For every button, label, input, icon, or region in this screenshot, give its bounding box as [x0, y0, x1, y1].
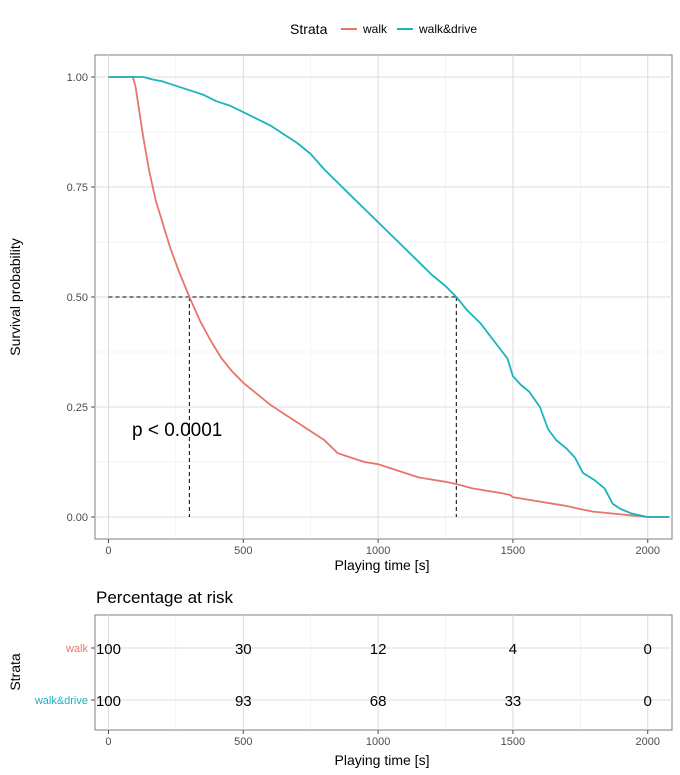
- survival-curves: [108, 76, 670, 518]
- risk-cell: 30: [235, 641, 252, 658]
- legend-label-walk-drive: walk&drive: [418, 22, 477, 36]
- risk-row-label: walk: [65, 643, 89, 655]
- risk-x-tick-label: 1000: [366, 736, 390, 748]
- risk-cell: 100: [96, 693, 121, 710]
- risk-table-cells: 100 30 12 4 0 100 93 68 33 0: [96, 641, 652, 710]
- x-tick-label: 1500: [501, 545, 525, 557]
- risk-table-title: Percentage at risk: [96, 588, 234, 607]
- risk-cell: 0: [644, 693, 652, 710]
- risk-y-axis-title: Strata: [7, 653, 23, 691]
- risk-cell: 33: [505, 693, 522, 710]
- x-axis-title: Playing time [s]: [335, 557, 430, 573]
- legend-label-walk: walk: [362, 22, 388, 36]
- risk-x-tick-label: 0: [105, 736, 111, 748]
- legend: Strata walk walk&drive: [290, 21, 477, 37]
- risk-table: Percentage at risk 100 30 12 4 0 100 93 68 33 0 0…: [7, 588, 673, 768]
- y-tick-label: 0.25: [67, 402, 88, 414]
- risk-cell: 100: [96, 641, 121, 658]
- y-tick-label: 0.00: [67, 512, 88, 524]
- x-tick-label: 0: [105, 545, 111, 557]
- risk-row-label: walk&drive: [34, 695, 88, 707]
- survival-curve-walk: [108, 76, 670, 518]
- y-tick-label: 1.00: [67, 72, 88, 84]
- risk-table-panel: [94, 614, 673, 731]
- y-tick-label: 0.50: [67, 292, 88, 304]
- x-tick-label: 1000: [366, 545, 390, 557]
- risk-x-tick-label: 500: [234, 736, 252, 748]
- x-tick-label: 500: [234, 545, 252, 557]
- risk-cell: 93: [235, 693, 252, 710]
- survival-plot: 0 500 1000 1500 2000 0.00 0.25 0.50 0.75 1.00 p <…: [7, 54, 673, 573]
- legend-title: Strata: [290, 21, 328, 37]
- survival-plot-ticks: 0 500 1000 1500 2000 0.00 0.25 0.50 0.75 1.00: [67, 72, 660, 557]
- risk-cell: 68: [370, 693, 387, 710]
- risk-cell: 4: [509, 641, 517, 658]
- risk-x-tick-label: 1500: [501, 736, 525, 748]
- survival-curve-walk-drive: [108, 76, 670, 518]
- risk-x-tick-label: 2000: [635, 736, 659, 748]
- y-axis-title: Survival probability: [7, 238, 23, 356]
- risk-cell: 0: [644, 641, 652, 658]
- x-tick-label: 2000: [635, 545, 659, 557]
- p-value-annotation: p < 0.0001: [132, 420, 222, 441]
- risk-x-axis-title: Playing time [s]: [335, 752, 430, 768]
- risk-table-grid: [95, 615, 672, 730]
- risk-cell: 12: [370, 641, 387, 658]
- y-tick-label: 0.75: [67, 182, 88, 194]
